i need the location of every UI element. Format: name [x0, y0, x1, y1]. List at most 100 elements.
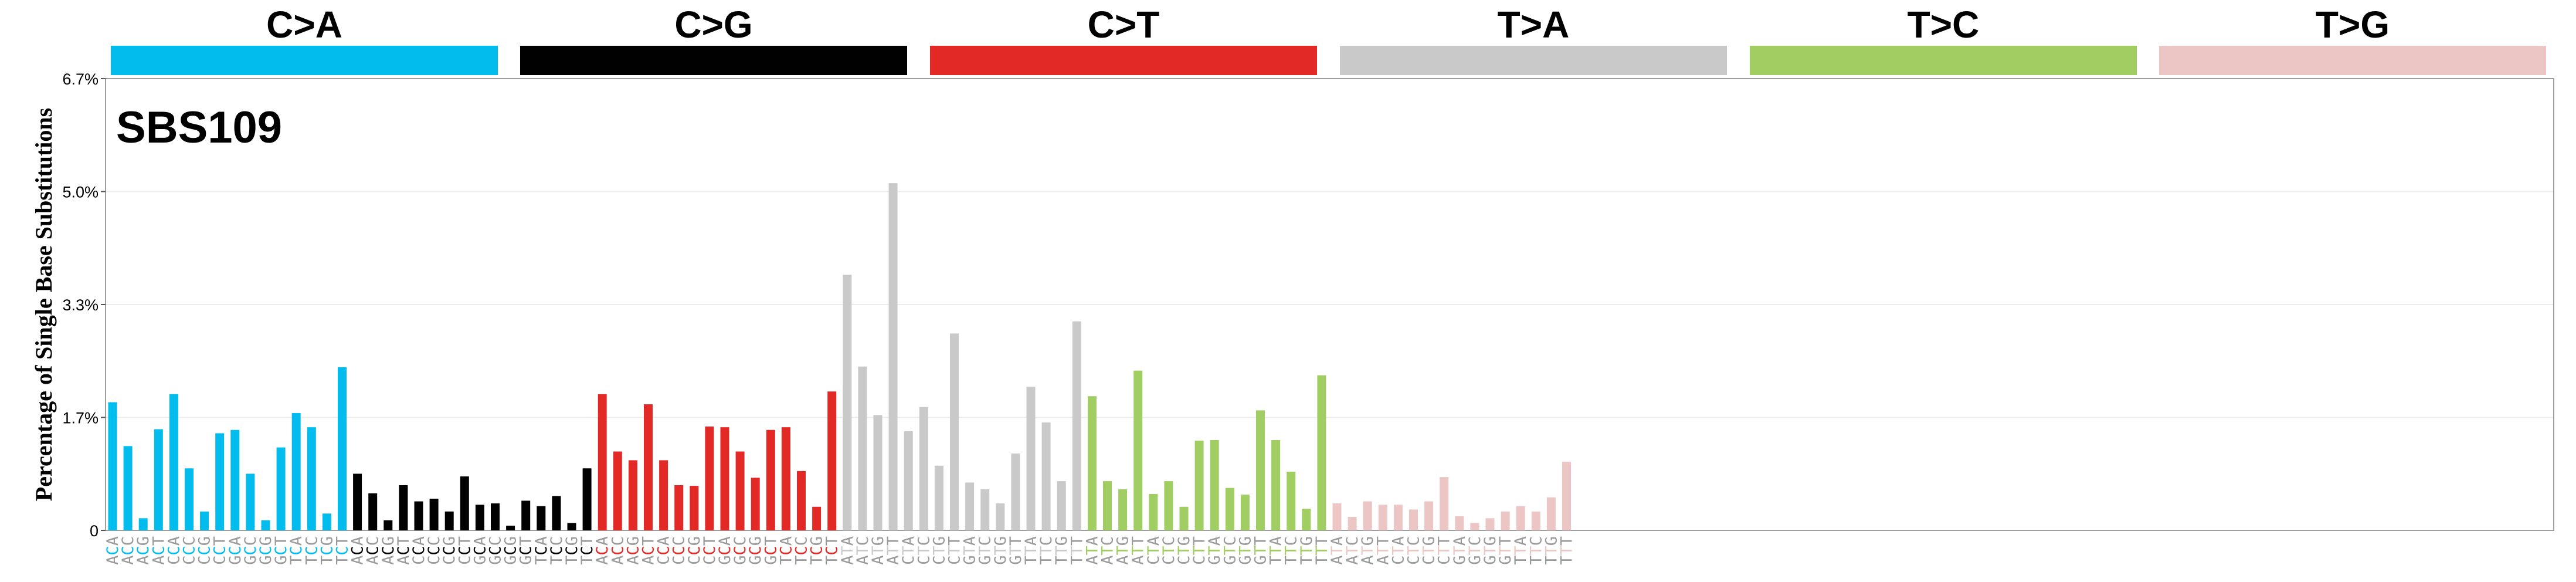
bar — [996, 503, 1005, 530]
x-tick-label: ATA — [839, 536, 857, 565]
x-tick-label: GCT — [272, 536, 290, 565]
bar — [1440, 477, 1449, 530]
x-tick-label: ATT — [884, 536, 902, 565]
bar — [1011, 453, 1020, 530]
bar — [934, 465, 943, 530]
y-axis-label: Percentage of Single Base Substitutions — [30, 108, 57, 501]
x-tick-label: GTC — [1466, 536, 1484, 565]
x-tick-label: TCA — [287, 536, 306, 565]
x-tick-label: ATA — [1083, 536, 1101, 565]
x-tick-label: ACA — [104, 536, 122, 565]
bar — [154, 429, 163, 530]
x-tick-label: GCG — [746, 536, 765, 565]
x-tick-label: ATA — [1328, 536, 1346, 565]
x-tick-label: ACA — [593, 536, 612, 565]
band-C-to-T — [930, 46, 1317, 75]
x-tick-label: GTA — [1206, 536, 1224, 565]
x-tick-label: ATG — [1359, 536, 1377, 565]
bar — [108, 402, 117, 530]
y-tick-label: 5.0% — [62, 184, 99, 201]
x-tick-label: TTG — [1053, 536, 1071, 565]
bar — [185, 468, 194, 530]
bar — [444, 511, 454, 530]
bar — [1393, 505, 1403, 530]
x-tick-label: ACC — [364, 536, 382, 565]
x-tick-label: ATC — [854, 536, 872, 565]
bar — [843, 275, 852, 530]
x-tick-label: CTC — [1160, 536, 1178, 565]
x-tick-label: CTA — [1145, 536, 1163, 565]
band-C-to-G — [520, 46, 907, 75]
bar — [766, 429, 775, 530]
bar — [720, 427, 729, 530]
bar — [1562, 461, 1571, 530]
band-label: T>A — [1498, 4, 1570, 46]
x-tick-label: ACG — [624, 536, 642, 565]
bar — [1240, 495, 1250, 530]
bar — [751, 478, 760, 530]
x-tick-label: TCA — [777, 536, 795, 565]
bar — [230, 429, 240, 530]
x-tick-label: GTG — [1236, 536, 1254, 565]
bar — [1149, 493, 1158, 530]
bar — [200, 511, 209, 530]
x-tick-label: CCC — [670, 536, 688, 565]
bar — [1179, 506, 1189, 530]
x-tick-label: TCT — [578, 536, 596, 565]
x-tick-label: ACC — [609, 536, 627, 565]
bar — [1424, 501, 1434, 530]
bar — [1378, 505, 1387, 530]
bar — [261, 520, 270, 530]
x-tick-label: CTT — [1435, 536, 1454, 565]
band-T-to-G — [2159, 46, 2546, 75]
x-tick-label: CCC — [425, 536, 443, 565]
x-tick-label: TCC — [548, 536, 566, 565]
x-tick-label: ATT — [1129, 536, 1148, 565]
band-T-to-C — [1750, 46, 2137, 75]
x-tick-label: GCT — [517, 536, 535, 565]
x-tick-label: CCT — [456, 536, 474, 565]
x-tick-label: GTT — [1007, 536, 1025, 565]
bar — [383, 520, 393, 530]
x-tick-label: ACT — [395, 536, 413, 565]
x-tick-label: GTC — [976, 536, 995, 565]
bar — [414, 501, 423, 530]
x-tick-label: CCA — [410, 536, 428, 565]
bar — [797, 471, 806, 530]
band-label: C>G — [674, 4, 752, 46]
bar — [1225, 488, 1234, 530]
bar — [338, 367, 347, 530]
band-label: T>C — [1908, 4, 1980, 46]
x-tick-label: TCG — [808, 536, 826, 565]
band-label: C>A — [266, 4, 342, 46]
bar — [246, 473, 255, 530]
x-tick-label: GCA — [716, 536, 734, 565]
y-tick-label: 1.7% — [62, 410, 99, 427]
y-tick-label: 6.7% — [62, 70, 99, 88]
bar — [1317, 375, 1326, 530]
bar — [429, 498, 439, 530]
bar-series — [108, 183, 1571, 530]
x-tick-label: ATG — [1114, 536, 1132, 565]
bar — [659, 460, 668, 530]
bar — [1026, 387, 1036, 530]
bar — [598, 394, 607, 530]
x-tick-label: ATT — [1374, 536, 1392, 565]
bar — [1516, 506, 1525, 530]
x-tick-label: GTG — [992, 536, 1010, 565]
bar — [215, 433, 225, 530]
bar — [1348, 517, 1357, 530]
x-tick-label: TCA — [532, 536, 551, 565]
band-T-to-A — [1340, 46, 1727, 75]
x-tick-label: GCG — [502, 536, 520, 565]
x-tick-label: CCC — [181, 536, 199, 565]
x-tick-label: CCT — [701, 536, 719, 565]
x-tick-label: TCG — [318, 536, 336, 565]
x-tick-label: CCT — [211, 536, 229, 565]
bar — [567, 523, 576, 530]
bar — [521, 500, 531, 530]
x-tick-label: CTG — [1420, 536, 1438, 565]
bar — [307, 427, 316, 530]
x-tick-label: CTA — [1389, 536, 1407, 565]
x-tick-label: TTA — [1267, 536, 1285, 565]
